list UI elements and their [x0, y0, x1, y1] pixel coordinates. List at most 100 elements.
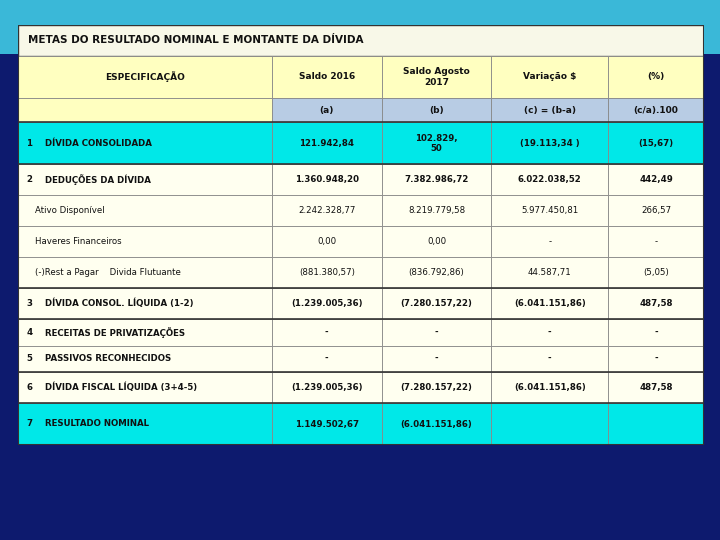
Bar: [382, 56, 491, 98]
Bar: [491, 122, 608, 164]
Text: 4: 4: [26, 328, 32, 337]
Text: (6.041.151,86): (6.041.151,86): [514, 299, 585, 308]
Bar: [382, 257, 491, 288]
Text: (19.113,34 ): (19.113,34 ): [520, 139, 580, 148]
Text: (c/a).100: (c/a).100: [634, 106, 678, 114]
Text: PASSIVOS RECONHECIDOS: PASSIVOS RECONHECIDOS: [45, 354, 171, 363]
Bar: [382, 372, 491, 403]
Text: RESULTADO NOMINAL: RESULTADO NOMINAL: [45, 420, 150, 429]
Text: -: -: [548, 328, 552, 337]
Text: (7.280.157,22): (7.280.157,22): [400, 383, 472, 392]
Text: 5.977.450,81: 5.977.450,81: [521, 206, 578, 215]
Bar: [0, 0, 720, 54]
Text: 121.942,84: 121.942,84: [300, 139, 354, 148]
Text: (1.239.005,36): (1.239.005,36): [291, 299, 362, 308]
Bar: [608, 122, 704, 164]
Text: -: -: [435, 328, 438, 337]
Bar: [491, 164, 608, 195]
Text: (-)Rest a Pagar    Divida Flutuante: (-)Rest a Pagar Divida Flutuante: [35, 268, 181, 277]
Bar: [608, 98, 704, 122]
Bar: [491, 226, 608, 257]
Bar: [18, 25, 704, 56]
Bar: [608, 372, 704, 403]
Text: 7: 7: [26, 420, 32, 429]
Bar: [18, 122, 272, 164]
Text: METAS DO RESULTADO NOMINAL E MONTANTE DA DÍVIDA: METAS DO RESULTADO NOMINAL E MONTANTE DA…: [28, 36, 364, 45]
Text: 0,00: 0,00: [317, 237, 336, 246]
Text: (7.280.157,22): (7.280.157,22): [400, 299, 472, 308]
Text: 266,57: 266,57: [641, 206, 671, 215]
Text: Ativo Disponível: Ativo Disponível: [35, 206, 105, 215]
Bar: [608, 195, 704, 226]
Bar: [18, 98, 272, 122]
Bar: [18, 288, 272, 319]
Text: ESPECIFICAÇÃO: ESPECIFICAÇÃO: [105, 71, 185, 83]
Bar: [491, 403, 608, 445]
Text: -: -: [435, 354, 438, 363]
Text: (%): (%): [647, 72, 665, 82]
Bar: [608, 257, 704, 288]
Text: 487,58: 487,58: [639, 383, 672, 392]
Text: -: -: [654, 354, 658, 363]
Bar: [608, 164, 704, 195]
Bar: [272, 346, 382, 372]
Text: 102.829,
50: 102.829, 50: [415, 133, 458, 153]
Text: 0,00: 0,00: [427, 237, 446, 246]
Text: 7.382.986,72: 7.382.986,72: [404, 176, 469, 184]
Text: (836.792,86): (836.792,86): [408, 268, 464, 277]
Bar: [272, 226, 382, 257]
Text: 8.219.779,58: 8.219.779,58: [408, 206, 465, 215]
Text: Saldo 2016: Saldo 2016: [299, 72, 355, 82]
Text: -: -: [654, 237, 657, 246]
Text: -: -: [325, 354, 328, 363]
Text: (15,67): (15,67): [639, 139, 673, 148]
Text: DÍVIDA CONSOLIDADA: DÍVIDA CONSOLIDADA: [45, 139, 153, 148]
Text: Haveres Financeiros: Haveres Financeiros: [35, 237, 122, 246]
Bar: [608, 319, 704, 346]
Bar: [18, 319, 272, 346]
Bar: [491, 346, 608, 372]
Text: (a): (a): [320, 106, 334, 114]
Text: (c) = (b-a): (c) = (b-a): [523, 106, 576, 114]
Text: (5,05): (5,05): [643, 268, 669, 277]
Bar: [272, 122, 382, 164]
Text: 2.242.328,77: 2.242.328,77: [298, 206, 356, 215]
Text: -: -: [548, 354, 552, 363]
Text: DEDUÇÕES DA DÍVIDA: DEDUÇÕES DA DÍVIDA: [45, 174, 151, 185]
Text: Saldo Agosto
2017: Saldo Agosto 2017: [403, 68, 470, 86]
Text: 44.587,71: 44.587,71: [528, 268, 572, 277]
Bar: [382, 164, 491, 195]
Text: (1.239.005,36): (1.239.005,36): [291, 383, 362, 392]
Bar: [18, 226, 272, 257]
Text: DÍVIDA CONSOL. LÍQUIDA (1-2): DÍVIDA CONSOL. LÍQUIDA (1-2): [45, 299, 194, 308]
Bar: [18, 372, 272, 403]
Bar: [382, 98, 491, 122]
Text: -: -: [654, 328, 658, 337]
Text: 487,58: 487,58: [639, 299, 672, 308]
Bar: [382, 403, 491, 445]
Bar: [382, 226, 491, 257]
Bar: [272, 257, 382, 288]
Bar: [608, 403, 704, 445]
Text: (881.380,57): (881.380,57): [299, 268, 355, 277]
Text: (6.041.151,86): (6.041.151,86): [400, 420, 472, 429]
Bar: [382, 319, 491, 346]
Text: DÍVIDA FISCAL LÍQUIDA (3+4-5): DÍVIDA FISCAL LÍQUIDA (3+4-5): [45, 383, 197, 392]
Bar: [272, 56, 382, 98]
Bar: [491, 319, 608, 346]
Text: 1: 1: [26, 139, 32, 148]
Bar: [18, 195, 272, 226]
Bar: [18, 346, 272, 372]
Text: 5: 5: [26, 354, 32, 363]
Bar: [491, 288, 608, 319]
Text: 6.022.038,52: 6.022.038,52: [518, 176, 582, 184]
Text: RECEITAS DE PRIVATIZAÇÕES: RECEITAS DE PRIVATIZAÇÕES: [45, 327, 186, 338]
Bar: [608, 226, 704, 257]
Bar: [491, 257, 608, 288]
Bar: [272, 288, 382, 319]
Text: 3: 3: [26, 299, 32, 308]
Bar: [18, 56, 272, 98]
Bar: [382, 346, 491, 372]
Bar: [272, 98, 382, 122]
Text: 6: 6: [26, 383, 32, 392]
